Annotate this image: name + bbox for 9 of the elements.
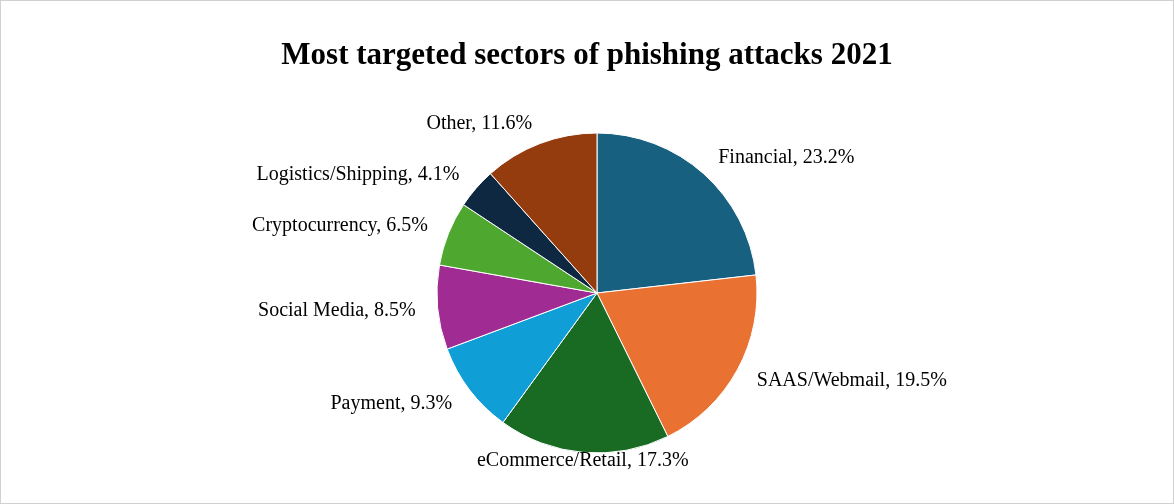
chart-title: Most targeted sectors of phishing attacks 2021 bbox=[281, 36, 893, 71]
slice-label: Cryptocurrency, 6.5% bbox=[252, 213, 428, 237]
slice-label: Social Media, 8.5% bbox=[258, 297, 416, 320]
slice-label: eCommerce/Retail, 17.3% bbox=[476, 448, 689, 471]
slice-label: Logistics/Shipping, 4.1% bbox=[256, 161, 460, 185]
slice-label: SAAS/Webmail, 19.5% bbox=[756, 368, 947, 391]
slice-label: Payment, 9.3% bbox=[330, 391, 453, 415]
slice-label: Financial, 23.2% bbox=[718, 145, 855, 168]
slice-label: Other, 11.6% bbox=[426, 110, 533, 133]
